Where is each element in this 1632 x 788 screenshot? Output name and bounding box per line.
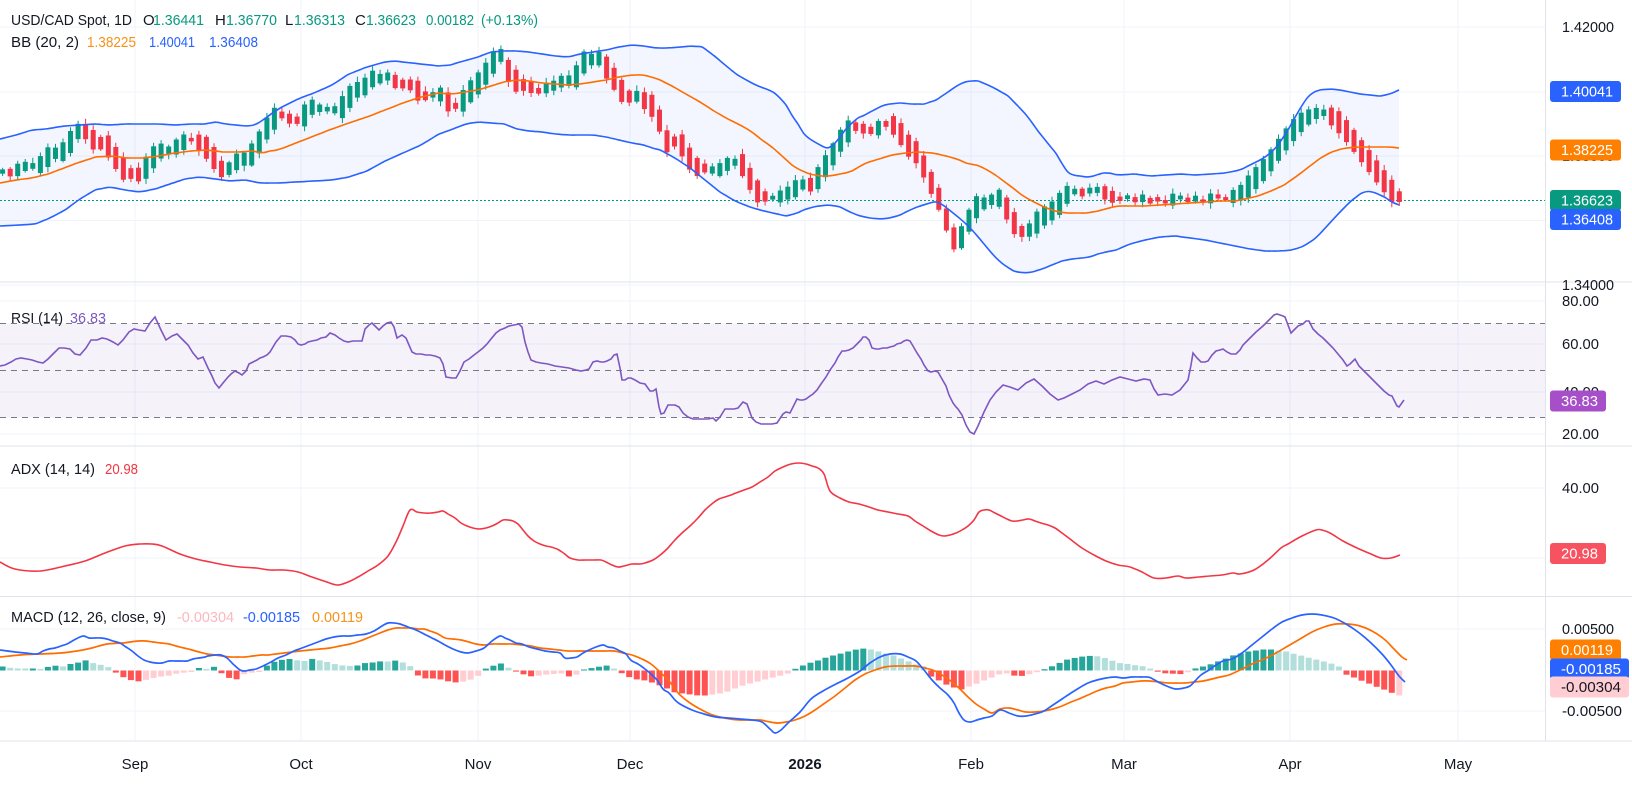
- svg-text:-0.00500: -0.00500: [1562, 703, 1622, 720]
- svg-text:1.38225: 1.38225: [87, 34, 136, 51]
- svg-text:0.00182: 0.00182: [426, 12, 474, 29]
- svg-text:O: O: [143, 12, 155, 29]
- svg-text:MACD (12, 26, close, 9): MACD (12, 26, close, 9): [11, 609, 166, 626]
- svg-text:USD/CAD Spot, 1D: USD/CAD Spot, 1D: [11, 12, 132, 29]
- svg-text:36.83: 36.83: [70, 310, 106, 327]
- svg-text:C: C: [355, 12, 366, 29]
- svg-text:1.36408: 1.36408: [1561, 212, 1613, 229]
- svg-text:-0.00185: -0.00185: [243, 609, 300, 626]
- svg-text:1.40041: 1.40041: [149, 34, 195, 51]
- svg-text:1.36408: 1.36408: [209, 34, 258, 51]
- svg-text:1.36770: 1.36770: [226, 12, 277, 29]
- svg-text:L: L: [285, 12, 293, 29]
- svg-text:1.38225: 1.38225: [1561, 142, 1613, 159]
- svg-text:Apr: Apr: [1278, 756, 1301, 773]
- svg-text:-0.00304: -0.00304: [1561, 679, 1621, 696]
- svg-text:80.00: 80.00: [1562, 293, 1599, 310]
- svg-text:1.36623: 1.36623: [366, 12, 416, 29]
- svg-text:2026: 2026: [788, 756, 821, 773]
- svg-text:Feb: Feb: [958, 756, 984, 773]
- svg-text:1.40041: 1.40041: [1561, 84, 1613, 101]
- svg-text:RSI (14): RSI (14): [11, 310, 63, 327]
- svg-text:BB (20, 2): BB (20, 2): [11, 34, 79, 51]
- svg-text:20.00: 20.00: [1562, 426, 1599, 443]
- svg-text:Dec: Dec: [617, 756, 644, 773]
- svg-text:36.83: 36.83: [1561, 393, 1598, 410]
- svg-text:1.34000: 1.34000: [1562, 277, 1614, 294]
- svg-text:60.00: 60.00: [1562, 336, 1599, 353]
- svg-text:0.00119: 0.00119: [312, 609, 363, 626]
- svg-text:1.36441: 1.36441: [153, 12, 204, 29]
- svg-text:-0.00185: -0.00185: [1561, 661, 1621, 678]
- svg-text:Nov: Nov: [465, 756, 492, 773]
- svg-text:H: H: [215, 12, 226, 29]
- svg-text:Oct: Oct: [289, 756, 313, 773]
- svg-text:1.36313: 1.36313: [294, 12, 345, 29]
- svg-text:1.42000: 1.42000: [1562, 19, 1614, 36]
- svg-text:(+0.13%): (+0.13%): [481, 12, 538, 29]
- svg-text:-0.00304: -0.00304: [177, 609, 234, 626]
- svg-text:0.00119: 0.00119: [1561, 642, 1613, 659]
- svg-text:0.00500: 0.00500: [1562, 621, 1614, 638]
- svg-text:Mar: Mar: [1111, 756, 1137, 773]
- svg-text:ADX (14, 14): ADX (14, 14): [11, 461, 95, 478]
- svg-text:May: May: [1444, 756, 1473, 773]
- svg-text:Sep: Sep: [122, 756, 149, 773]
- svg-text:20.98: 20.98: [105, 461, 138, 478]
- svg-text:20.98: 20.98: [1561, 546, 1598, 563]
- svg-text:1.36623: 1.36623: [1561, 193, 1613, 210]
- svg-text:40.00: 40.00: [1562, 480, 1599, 497]
